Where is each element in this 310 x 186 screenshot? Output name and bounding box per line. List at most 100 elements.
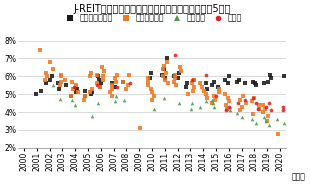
Point [256, 107, 261, 110]
Point [102, 70, 107, 73]
Point [252, 96, 257, 99]
Point [121, 80, 126, 83]
Point [213, 98, 218, 101]
Point [239, 105, 244, 108]
Point [152, 94, 157, 97]
Point [145, 77, 150, 80]
Point [51, 68, 56, 71]
Point [262, 82, 267, 85]
Point [236, 102, 241, 105]
Point [223, 93, 228, 96]
Point [172, 73, 177, 76]
Legend: 賣貸マンション, オフィスビル, 商業施設, ホテル: 賣貸マンション, オフィスビル, 商業施設, ホテル [59, 10, 246, 25]
Point [58, 75, 63, 78]
Point [162, 78, 167, 81]
Point [217, 87, 222, 90]
Point [43, 71, 48, 74]
Point [88, 91, 93, 94]
Point [250, 100, 255, 103]
Point [189, 78, 194, 81]
Point [211, 94, 216, 97]
Point [197, 105, 202, 108]
Point [262, 116, 267, 119]
Point [256, 103, 261, 106]
Point [212, 105, 217, 108]
Point [264, 105, 268, 108]
Point [58, 84, 63, 87]
Point [121, 80, 126, 83]
Point [49, 75, 54, 78]
Point [51, 84, 56, 87]
Point [69, 99, 74, 102]
Point [179, 70, 184, 73]
Point [205, 87, 210, 90]
Point [150, 98, 155, 101]
Point [197, 82, 202, 85]
Point [238, 109, 243, 112]
Point [163, 71, 168, 74]
Point [189, 82, 194, 85]
Point [90, 87, 95, 90]
Point [191, 86, 196, 89]
Point [211, 102, 216, 105]
Point [126, 84, 131, 87]
Point [243, 82, 248, 85]
Point [226, 100, 231, 103]
Point [204, 96, 209, 99]
Point [250, 118, 255, 121]
Point [171, 75, 176, 78]
Point [112, 86, 117, 89]
Point [252, 82, 257, 85]
Point [237, 78, 242, 81]
Point [184, 86, 189, 89]
Point [122, 98, 126, 101]
Point [185, 82, 190, 85]
Point [267, 102, 272, 105]
Point [162, 68, 167, 71]
Point [203, 82, 208, 85]
Point [96, 78, 101, 81]
Point [161, 96, 166, 99]
Point [87, 75, 92, 78]
Point [112, 77, 117, 80]
Point [250, 112, 255, 115]
Point [63, 84, 68, 87]
Point [228, 105, 233, 108]
Point [239, 115, 244, 118]
Point [71, 86, 76, 89]
Point [71, 87, 76, 90]
Point [223, 78, 228, 81]
Point [253, 84, 258, 87]
Point [57, 87, 62, 90]
Point [227, 105, 232, 108]
Point [95, 73, 100, 76]
Point [185, 93, 190, 96]
Point [69, 94, 73, 97]
Point [48, 61, 53, 64]
Point [267, 73, 272, 76]
Point [250, 80, 255, 83]
Point [115, 86, 120, 89]
Point [204, 100, 209, 103]
Text: （年）: （年） [292, 173, 306, 182]
Point [149, 91, 154, 94]
Point [109, 87, 114, 90]
Point [90, 91, 95, 94]
Point [81, 98, 86, 101]
Point [96, 102, 101, 105]
Point [95, 82, 100, 85]
Point [124, 87, 129, 90]
Point [250, 96, 255, 99]
Point [210, 84, 215, 87]
Point [58, 97, 63, 100]
Point [100, 75, 105, 78]
Point [235, 80, 240, 83]
Point [88, 71, 93, 74]
Point [176, 71, 181, 74]
Point [173, 84, 178, 87]
Point [59, 80, 64, 83]
Point [145, 84, 150, 87]
Point [268, 109, 273, 112]
Point [243, 102, 248, 105]
Point [253, 102, 258, 105]
